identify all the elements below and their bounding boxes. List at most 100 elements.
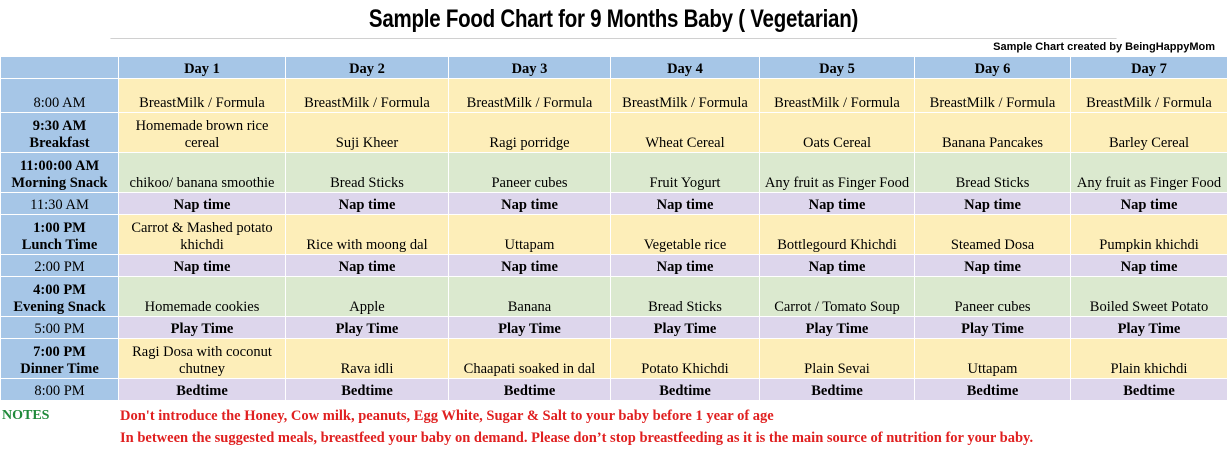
- meal-cell: Carrot / Tomato Soup: [759, 276, 915, 317]
- meal-cell: Bedtime: [914, 378, 1071, 401]
- meal-cell: Pumpkin khichdi: [1070, 214, 1227, 255]
- meal-label: Breakfast: [29, 135, 90, 151]
- chart-title: Sample Food Chart for 9 Months Baby ( Ve…: [110, 0, 1117, 39]
- time-cell: 9:30 AM Breakfast: [0, 112, 119, 153]
- day-header: Day 2: [285, 56, 449, 79]
- meal-cell: Bread Sticks: [610, 276, 760, 317]
- meal-cell: Oats Cereal: [759, 112, 915, 153]
- meal-cell: Uttapam: [448, 214, 611, 255]
- meal-cell: Rice with moong dal: [285, 214, 449, 255]
- meal-cell: BreastMilk / Formula: [610, 78, 760, 113]
- meal-cell: Banana Pancakes: [914, 112, 1071, 153]
- meal-cell: Suji Kheer: [285, 112, 449, 153]
- meal-cell: Homemade brown rice cereal: [118, 112, 286, 153]
- meal-cell: BreastMilk / Formula: [285, 78, 449, 113]
- meal-cell: Banana: [448, 276, 611, 317]
- time-value: 11:00:00 AM: [19, 158, 100, 174]
- meal-cell: Bread Sticks: [285, 152, 449, 193]
- meal-cell: Play Time: [1070, 316, 1227, 339]
- time-value: 2:00 PM: [34, 259, 85, 275]
- meal-cell: Play Time: [759, 316, 915, 339]
- meal-cell: Nap time: [285, 254, 449, 277]
- schedule-row: 11:30 AM Nap time Nap time Nap time Nap time…: [0, 192, 1227, 215]
- meal-cell: Nap time: [914, 254, 1071, 277]
- note-line-1: Don't introduce the Honey, Cow milk, pea…: [120, 408, 774, 424]
- meal-cell: Apple: [285, 276, 449, 317]
- meal-cell: Plain khichdi: [1070, 338, 1227, 379]
- meal-cell: Any fruit as Finger Food: [1070, 152, 1227, 193]
- chart-body: 8:00 AM BreastMilk / Formula BreastMilk / …: [0, 78, 1227, 401]
- meal-cell: BreastMilk / Formula: [118, 78, 286, 113]
- day-header: Day 1: [118, 56, 286, 79]
- meal-cell: Bedtime: [759, 378, 915, 401]
- time-value: 9:30 AM: [32, 118, 87, 134]
- meal-cell: Boiled Sweet Potato: [1070, 276, 1227, 317]
- meal-cell: Bedtime: [610, 378, 760, 401]
- meal-cell: Plain Sevai: [759, 338, 915, 379]
- meal-cell: Any fruit as Finger Food: [759, 152, 915, 193]
- time-cell: 2:00 PM: [0, 254, 119, 277]
- time-value: 4:00 PM: [33, 282, 86, 298]
- meal-cell: Uttapam: [914, 338, 1071, 379]
- meal-cell: Nap time: [1070, 254, 1227, 277]
- meal-cell: Bedtime: [118, 378, 286, 401]
- meal-cell: Play Time: [285, 316, 449, 339]
- meal-cell: Nap time: [448, 254, 611, 277]
- meal-cell: Bread Sticks: [914, 152, 1071, 193]
- schedule-row: 9:30 AM Breakfast Homemade brown rice cere…: [0, 112, 1227, 153]
- header-corner: [0, 56, 119, 79]
- meal-cell: Nap time: [118, 192, 286, 215]
- meal-cell: BreastMilk / Formula: [759, 78, 915, 113]
- schedule-row: 2:00 PM Nap time Nap time Nap time Nap time N…: [0, 254, 1227, 277]
- meal-cell: Nap time: [610, 192, 760, 215]
- time-cell: 11:00:00 AM Morning Snack: [0, 152, 119, 193]
- meal-cell: BreastMilk / Formula: [914, 78, 1071, 113]
- time-cell: 5:00 PM: [0, 316, 119, 339]
- day-header: Day 7: [1070, 56, 1227, 79]
- schedule-row: 8:00 AM BreastMilk / Formula BreastMilk / …: [0, 78, 1227, 113]
- schedule-row: 4:00 PM Evening Snack Homemade cookies Appl…: [0, 276, 1227, 317]
- meal-cell: Potato Khichdi: [610, 338, 760, 379]
- meal-cell: Bedtime: [448, 378, 611, 401]
- time-cell: 7:00 PM Dinner Time: [0, 338, 119, 379]
- meal-label: Lunch Time: [21, 237, 98, 253]
- schedule-row: 1:00 PM Lunch Time Carrot & Mashed potato …: [0, 214, 1227, 255]
- time-cell: 11:30 AM: [0, 192, 119, 215]
- notes-label: NOTES: [2, 408, 50, 423]
- time-value: 5:00 PM: [34, 321, 85, 337]
- meal-cell: Paneer cubes: [914, 276, 1071, 317]
- meal-cell: Rava idli: [285, 338, 449, 379]
- schedule-row: 8:00 PM Bedtime Bedtime Bedtime Bedtime Bedti…: [0, 378, 1227, 401]
- meal-cell: Paneer cubes: [448, 152, 611, 193]
- time-cell: 8:00 AM: [0, 78, 119, 113]
- time-value: 1:00 PM: [33, 220, 86, 236]
- time-value: 7:00 PM: [33, 344, 86, 360]
- meal-cell: BreastMilk / Formula: [448, 78, 611, 113]
- time-cell: 4:00 PM Evening Snack: [0, 276, 119, 317]
- meal-cell: Play Time: [914, 316, 1071, 339]
- meal-label: Dinner Time: [20, 361, 99, 377]
- meal-cell: Nap time: [285, 192, 449, 215]
- meal-cell: Nap time: [610, 254, 760, 277]
- note-line-2: In between the suggested meals, breastfe…: [120, 430, 1034, 446]
- schedule-row: 7:00 PM Dinner Time Ragi Dosa with coconut…: [0, 338, 1227, 379]
- schedule-row: 5:00 PM Play Time Play Time Play Time Play T…: [0, 316, 1227, 339]
- meal-cell: Nap time: [759, 254, 915, 277]
- meal-cell: Play Time: [118, 316, 286, 339]
- meal-cell: Play Time: [448, 316, 611, 339]
- time-cell: 8:00 PM: [0, 378, 119, 401]
- meal-cell: Nap time: [448, 192, 611, 215]
- day-header: Day 4: [610, 56, 760, 79]
- meal-cell: Bedtime: [1070, 378, 1227, 401]
- meal-label: Morning Snack: [11, 175, 108, 191]
- time-value: 8:00 AM: [33, 95, 86, 111]
- meal-cell: Homemade cookies: [118, 276, 286, 317]
- meal-cell: Nap time: [914, 192, 1071, 215]
- meal-cell: Carrot & Mashed potato khichdi: [118, 214, 286, 255]
- meal-cell: Wheat Cereal: [610, 112, 760, 153]
- notes-section: NOTES Don't introduce the Honey, Cow mil…: [0, 405, 1227, 453]
- meal-cell: Nap time: [1070, 192, 1227, 215]
- meal-cell: Vegetable rice: [610, 214, 760, 255]
- day-header: Day 3: [448, 56, 611, 79]
- meal-cell: Ragi Dosa with coconut chutney: [118, 338, 286, 379]
